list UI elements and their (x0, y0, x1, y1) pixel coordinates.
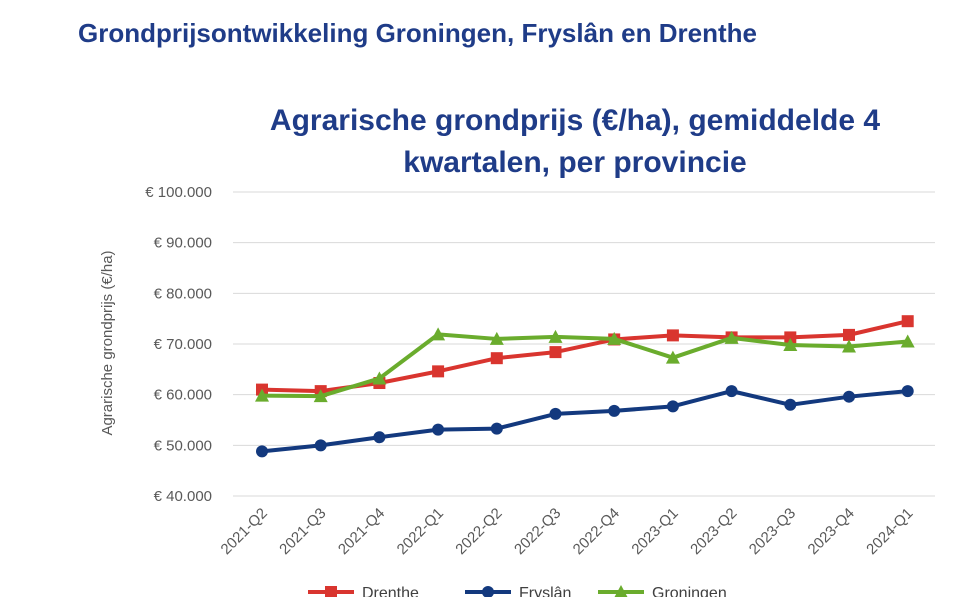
data-point (373, 431, 386, 444)
data-point (490, 422, 503, 435)
x-tick-label: 2022-Q4 (570, 505, 623, 558)
series-line (261, 332, 908, 399)
chart-title-line-1: Agrarische grondprijs (€/ha), gemiddelde… (269, 104, 881, 137)
series-line (261, 389, 908, 454)
data-point (314, 439, 327, 452)
chart-title-line-2: kwartalen, per provincie (403, 146, 747, 179)
data-point (608, 404, 621, 417)
x-tick-label: 2021-Q2 (218, 505, 271, 558)
data-point (489, 331, 504, 345)
y-tick-label: € 60.000 (154, 387, 212, 404)
data-point (900, 334, 915, 348)
data-point (548, 329, 563, 343)
data-point (843, 328, 855, 341)
legend-item: Drenthe (308, 585, 419, 597)
x-tick-label: 2022-Q2 (452, 505, 505, 558)
x-tick-label: 2023-Q2 (687, 505, 740, 558)
data-point (431, 327, 446, 341)
series-lines (255, 315, 915, 458)
data-point (783, 338, 798, 352)
legend-label: Groningen (652, 585, 727, 597)
series-groningen (255, 327, 915, 403)
x-tick-label: 2023-Q1 (628, 505, 681, 558)
y-tick-label: € 40.000 (154, 488, 212, 505)
data-point (549, 407, 562, 420)
x-tick-label: 2023-Q3 (746, 505, 799, 558)
x-tick-label: 2022-Q3 (511, 505, 564, 558)
data-point (549, 346, 562, 359)
series-frysl-n (256, 385, 914, 458)
data-point (666, 329, 679, 342)
data-point (313, 389, 328, 403)
x-axis-tick-labels: 2021-Q2 2021-Q3 2021-Q4 2022-Q1 2022-Q2 2022-… (218, 505, 917, 558)
legend-label: Fryslân (519, 585, 571, 597)
legend-item: Fryslân (465, 585, 571, 597)
legend-item: Groningen (598, 585, 727, 597)
data-point (607, 331, 622, 345)
data-point (372, 371, 387, 385)
data-point (666, 400, 679, 413)
data-point (784, 398, 797, 411)
series-line (261, 319, 909, 394)
data-point (843, 390, 855, 403)
data-point (842, 339, 856, 353)
y-axis-tick-labels: € 40.000 € 50.000 € 60.000 € 70.000 € 80.000… (145, 184, 212, 505)
y-tick-label: € 80.000 (154, 285, 212, 302)
page-heading: Grondprijsontwikkeling Groningen, Fryslâ… (78, 18, 757, 48)
data-point (724, 330, 739, 344)
x-tick-label: 2023-Q4 (805, 505, 858, 558)
data-point (725, 385, 738, 398)
x-tick-label: 2021-Q4 (335, 505, 388, 558)
legend-label: Drenthe (362, 585, 419, 597)
legend-swatch-marker (325, 586, 337, 597)
y-tick-label: € 90.000 (154, 235, 212, 252)
data-point (784, 331, 797, 344)
data-point (255, 388, 269, 402)
y-tick-label: € 70.000 (154, 336, 212, 353)
chart-title: Agrarische grondprijs (€/ha), gemiddelde… (200, 100, 950, 184)
legend-swatch-marker (614, 585, 628, 597)
data-point (901, 315, 914, 328)
data-point (665, 350, 680, 364)
legend-swatch-marker (482, 586, 494, 597)
y-tick-label: € 50.000 (154, 437, 212, 454)
y-tick-label: € 100.000 (145, 184, 212, 201)
legend: Drenthe Fryslân Groningen (308, 585, 727, 597)
data-point (490, 352, 503, 365)
data-point (432, 423, 445, 436)
data-point (256, 445, 268, 458)
data-point (901, 385, 914, 398)
data-point (432, 365, 445, 378)
x-tick-label: 2022-Q1 (394, 505, 447, 558)
x-tick-label: 2021-Q3 (276, 505, 329, 558)
y-axis-title: Agrarische grondprijs (€/ha) (99, 250, 116, 435)
x-tick-label: 2024-Q1 (863, 505, 916, 558)
